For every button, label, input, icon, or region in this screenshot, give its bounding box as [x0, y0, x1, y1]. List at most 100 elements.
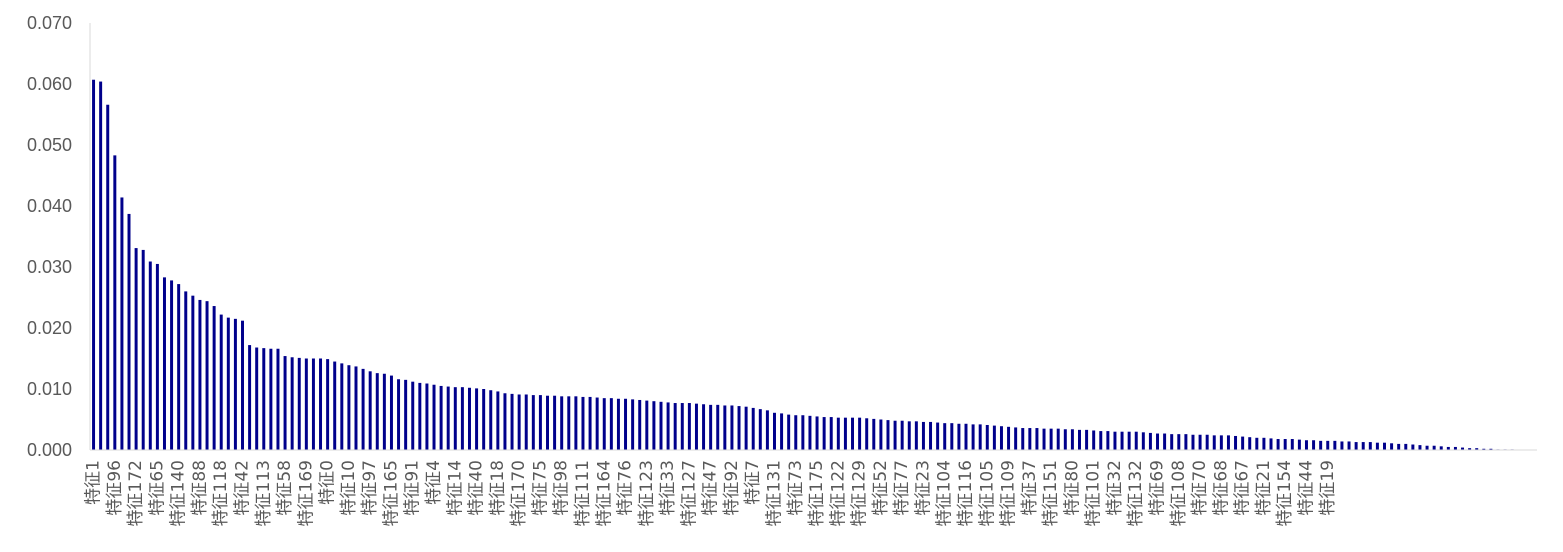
x-tick-label: 特征140: [169, 460, 189, 526]
bar: [162, 277, 166, 450]
y-tick-label: 0.000: [27, 440, 72, 460]
bar: [1234, 435, 1238, 450]
bar: [1056, 428, 1060, 450]
bar: [865, 418, 869, 450]
x-tick-label: 特征101: [1084, 460, 1104, 526]
bar: [1177, 434, 1181, 450]
bar: [1446, 446, 1450, 450]
bar: [1028, 428, 1032, 450]
bar: [1113, 431, 1117, 450]
bar: [304, 358, 308, 450]
bar: [467, 387, 471, 450]
bar: [368, 371, 372, 450]
bar: [666, 402, 670, 450]
bar: [1163, 433, 1167, 450]
bar: [964, 423, 968, 450]
bar: [638, 399, 642, 450]
x-tick-label: 特征88: [190, 460, 210, 516]
x-tick-label: 特征10: [339, 460, 359, 516]
bar: [1070, 429, 1074, 450]
bar: [879, 419, 883, 450]
bar: [1269, 438, 1273, 450]
x-tick-label: 特征154: [1275, 460, 1295, 526]
x-tick-label: 特征7: [743, 460, 763, 505]
bar: [744, 406, 748, 450]
bar: [1368, 442, 1372, 450]
bar: [496, 391, 500, 450]
bar: [943, 423, 947, 450]
x-tick-label: 特征165: [381, 460, 401, 526]
bar: [276, 348, 280, 450]
x-tick-label: 特征91: [403, 460, 423, 516]
bar: [985, 424, 989, 450]
bar: [581, 396, 585, 450]
bar: [106, 104, 110, 451]
bar: [787, 414, 791, 450]
bar: [1106, 431, 1110, 450]
bar: [1390, 443, 1394, 450]
bar: [1078, 429, 1081, 450]
x-tick-label: 特征105: [977, 460, 997, 526]
x-tick-label: 特征18: [488, 460, 508, 516]
bar: [382, 373, 386, 450]
bar: [1063, 429, 1067, 450]
bar: [950, 423, 954, 450]
x-tick-label: 特征96: [105, 460, 125, 516]
bar: [560, 396, 564, 450]
x-tick-label: 特征1: [84, 460, 104, 505]
x-tick-label: 特征92: [722, 460, 742, 516]
bar: [858, 417, 862, 450]
bar: [212, 306, 216, 450]
bar: [574, 396, 578, 450]
bar: [248, 345, 252, 450]
bar: [624, 398, 628, 450]
x-tick-label: 特征58: [275, 460, 295, 516]
bar: [992, 425, 996, 450]
bar: [241, 320, 244, 450]
bar: [1432, 445, 1436, 450]
bar: [1489, 448, 1493, 450]
bar: [652, 401, 656, 450]
bar: [808, 415, 812, 450]
bar: [1304, 440, 1308, 450]
x-tick-label: 特征19: [1318, 460, 1338, 516]
bar: [1212, 435, 1216, 450]
bar: [1198, 434, 1202, 450]
bar: [1354, 442, 1358, 450]
bar: [127, 213, 131, 450]
bar: [801, 415, 805, 450]
x-tick-label: 特征104: [935, 460, 955, 526]
bar: [297, 357, 301, 450]
bar: [794, 415, 798, 450]
bar: [99, 81, 103, 450]
y-tick-label: 0.010: [27, 379, 72, 399]
x-tick-label: 特征169: [296, 460, 316, 526]
bar: [1375, 442, 1379, 450]
bar: [851, 417, 854, 450]
bar: [609, 398, 613, 450]
y-axis-tick-labels: 0.000 0.010 0.020 0.030 0.040 0.050 0.060 0.070: [27, 13, 72, 460]
bar: [148, 261, 152, 450]
bar: [914, 421, 918, 450]
y-tick-label: 0.030: [27, 257, 72, 277]
bar: [92, 79, 96, 450]
bar: [1085, 429, 1089, 450]
x-tick-label: 特征67: [1233, 460, 1253, 516]
bar: [900, 420, 904, 450]
bar: [397, 379, 401, 450]
bar: [340, 363, 344, 450]
bar: [1453, 446, 1457, 450]
x-tick-label: 特征77: [892, 460, 912, 516]
x-tick-label: 特征32: [1105, 460, 1125, 516]
bar: [1439, 446, 1443, 450]
bar: [921, 421, 925, 450]
bar: [233, 318, 237, 450]
x-tick-label: 特征97: [360, 460, 380, 516]
bar: [255, 347, 259, 450]
bar: [1184, 434, 1188, 450]
x-tick-label: 特征80: [1062, 460, 1082, 516]
x-tick-label: 特征98: [552, 460, 572, 516]
bar: [815, 416, 819, 450]
bar: [1404, 443, 1408, 450]
bar: [418, 382, 422, 450]
